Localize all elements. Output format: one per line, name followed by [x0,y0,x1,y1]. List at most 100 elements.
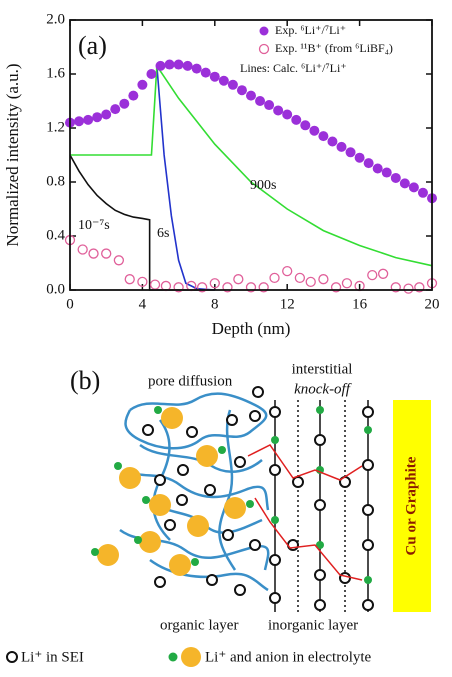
data-point [381,167,392,178]
data-point [408,182,419,193]
legend-text: Exp. ⁶Li⁺/⁷Li⁺ [275,23,346,37]
x-tick-label: 20 [425,296,440,312]
data-point [367,269,378,281]
data-point [330,282,342,293]
anion [91,406,372,584]
data-point [92,112,103,123]
legend-symbol [181,647,201,667]
legend-symbol [6,651,18,663]
data-point [414,282,425,293]
legend-symbol [258,43,270,55]
data-point [227,79,238,90]
legend-text: Li⁺ and anion in electrolyte [205,649,372,665]
data-point [209,278,220,289]
y-tick-label: 2.0 [46,11,65,27]
data-point [327,136,338,147]
data-point [218,75,229,86]
data-point [173,282,184,293]
data-point [282,265,293,277]
data-point [318,274,329,285]
interstitial-label: interstitial [292,361,353,377]
data-point [124,274,135,285]
calc-line [70,63,433,267]
organic-label: organic layer [160,617,238,633]
line-label: 6s [157,226,169,241]
data-point [390,282,401,293]
data-point [269,272,280,284]
panel-label: (a) [78,31,107,60]
data-point [300,120,311,131]
data-point [282,109,293,120]
x-tick-label: 0 [66,296,74,312]
data-point [390,172,401,183]
electrolyte-ion [97,407,246,576]
data-point [110,104,121,115]
data-point [336,141,347,152]
data-point [137,79,148,90]
y-tick-label: 0.8 [46,173,65,189]
data-point [119,98,130,109]
y-tick-label: 0.0 [46,281,65,297]
y-tick-label: 1.2 [46,119,65,135]
data-point [255,96,266,106]
x-tick-label: 8 [211,296,219,312]
data-point [291,114,302,125]
chart: 0.0 0.4 0.8 1.2 1.6 2.0 0 4 8 12 16 20 Exp. ⁶Li⁺/⁷Li… [46,11,439,312]
data-point [246,90,256,101]
data-point [273,105,284,116]
data-point [146,69,157,79]
legend-text: Li⁺ in SEI [21,649,84,665]
substrate [393,400,431,612]
diagram: (b) pore diffusion interstitial knock-of… [6,361,431,667]
x-tick-label: 4 [139,296,147,312]
legend-note: Lines: Calc. ⁶Li⁺/⁷Li⁺ [240,61,347,75]
data-point [236,85,247,96]
substrate-label: Cu or Graphite [403,456,419,555]
data-point [305,276,316,288]
data-point [137,276,148,288]
panel-label: (b) [70,366,100,395]
data-point [196,282,208,293]
legend-symbol [259,26,269,36]
data-point [354,152,365,163]
plot-frame [69,19,433,291]
data-point [345,147,356,158]
data-point [264,100,275,111]
data-point [363,158,374,169]
hop-arrow [247,444,363,581]
data-point [377,268,389,279]
data-point [191,63,202,74]
legend-symbol [168,652,178,662]
data-point [164,59,175,70]
data-point [403,283,414,294]
data-point [209,71,220,82]
line-label: 900s [250,178,276,193]
data-point [222,282,233,293]
pore-label: pore diffusion [148,373,233,389]
y-axis-label: Normalized intensity (a.u.) [3,63,22,246]
calc-line [69,154,215,291]
data-point [200,67,211,78]
data-point [74,116,85,127]
data-point [309,125,320,136]
data-point [258,282,269,293]
data-point [318,131,329,142]
data-point [149,279,161,290]
data-point [113,255,125,266]
data-point [83,114,94,125]
data-point [294,272,306,284]
data-point [77,244,88,255]
y-tick-label: 1.6 [46,65,65,81]
line-label: 10⁻⁷s [78,218,110,233]
y-tick-label: 0.4 [46,227,65,243]
data-point [88,248,99,259]
data-point [417,187,428,198]
data-point [182,60,193,71]
data-point [173,59,184,70]
legend-text: Exp. ¹¹B⁺ (from ⁶LiBF₄) [275,41,393,55]
data-point [128,90,139,101]
data-point [341,278,353,289]
data-point [101,248,112,259]
knockoff-label: knock-off [294,381,352,397]
data-point [233,274,244,285]
